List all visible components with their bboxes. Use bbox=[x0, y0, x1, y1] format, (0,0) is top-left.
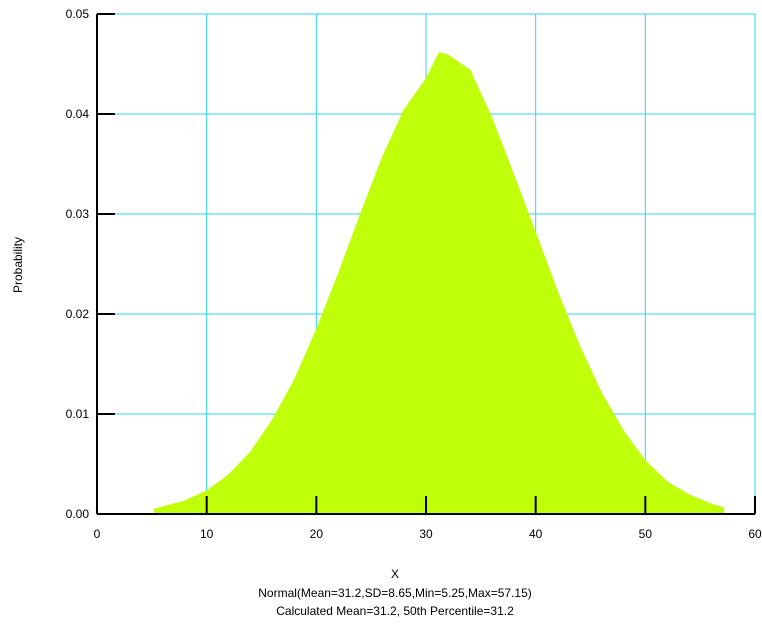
x-tick-label: 50 bbox=[639, 527, 653, 541]
y-tick-label: 0.04 bbox=[66, 107, 90, 121]
y-tick-label: 0.03 bbox=[66, 207, 90, 221]
x-tick-label: 60 bbox=[748, 527, 762, 541]
density-area bbox=[154, 52, 725, 515]
distribution-caption: Normal(Mean=31.2,SD=8.65,Min=5.25,Max=57… bbox=[258, 586, 532, 600]
x-axis-label: X bbox=[390, 567, 399, 581]
y-tick-label: 0.05 bbox=[66, 7, 90, 21]
statistics-caption: Calculated Mean=31.2, 50th Percentile=31… bbox=[276, 604, 514, 618]
y-tick-label: 0.00 bbox=[66, 507, 90, 521]
x-tick-label: 0 bbox=[94, 527, 101, 541]
axes bbox=[96, 13, 756, 515]
x-tick-label: 40 bbox=[529, 527, 543, 541]
x-tick-label: 20 bbox=[310, 527, 324, 541]
y-tick-label: 0.01 bbox=[66, 407, 90, 421]
plot-area bbox=[154, 52, 725, 515]
y-tick-label: 0.02 bbox=[66, 307, 90, 321]
x-tick-label: 30 bbox=[419, 527, 433, 541]
y-axis-label: Probability bbox=[11, 236, 25, 294]
tick-labels: 0.00 0.01 0.02 0.03 0.04 0.05 0 10 20 30 40 50 60 bbox=[66, 7, 762, 541]
x-tick-label: 10 bbox=[200, 527, 214, 541]
